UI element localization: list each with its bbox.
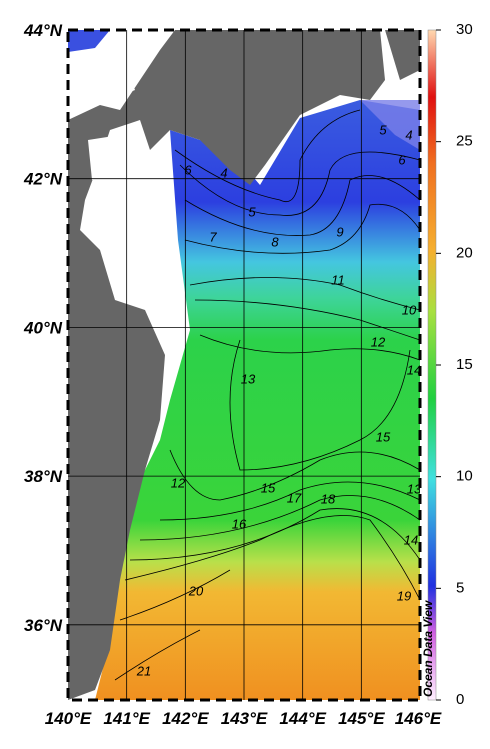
contour-label: 4	[405, 127, 412, 142]
contour-label: 8	[271, 234, 279, 249]
contour-label: 14	[404, 532, 418, 547]
colorbar-tick-label: 20	[456, 244, 473, 261]
colorbar-tick-label: 10	[456, 468, 473, 485]
contour-label: 6	[184, 162, 192, 177]
credit: Ocean Data View	[421, 600, 435, 697]
contour-label: 11	[331, 272, 345, 287]
temperature-field	[68, 30, 110, 52]
contour-label: 18	[321, 491, 336, 506]
contour-label: 20	[188, 583, 204, 598]
contour-label: 21	[136, 663, 151, 678]
axis-labels: 44°N 42°N 40°N 38°N 36°N 140°E 141°E 142°E 143°E…	[23, 21, 473, 728]
contour-label: 7	[209, 229, 217, 244]
contour-label: 16	[232, 516, 247, 531]
colorbar-tick-label: 30	[456, 21, 473, 38]
grid	[68, 30, 420, 700]
lon-label: 140°E	[45, 709, 92, 728]
lat-label: 44°N	[23, 21, 63, 40]
contour-label: 14	[407, 362, 421, 377]
contour-label: 5	[248, 204, 256, 219]
lon-label: 143°E	[221, 709, 268, 728]
contour-label: 17	[287, 490, 302, 505]
colorbar	[427, 29, 437, 701]
contour-label: 9	[336, 224, 343, 239]
land-gap	[100, 65, 135, 100]
contour-label: 12	[171, 475, 186, 490]
lat-label: 38°N	[24, 467, 63, 486]
land	[68, 30, 385, 700]
frame	[66, 28, 422, 702]
contour-label: 6	[398, 152, 406, 167]
contour-label: 12	[371, 334, 386, 349]
lat-label: 40°N	[23, 318, 63, 337]
contour-label: 13	[241, 371, 256, 386]
lon-label: 142°E	[162, 709, 209, 728]
land-gap	[88, 135, 125, 260]
temperature-field	[360, 100, 420, 150]
lon-label: 146°E	[395, 709, 442, 728]
lon-label: 145°E	[338, 709, 385, 728]
contour-label: 10	[402, 302, 417, 317]
colorbar-tick-label: 0	[456, 691, 464, 708]
lon-label: 144°E	[279, 709, 326, 728]
contour-label: 19	[397, 588, 411, 603]
colorbar-tick-label: 25	[456, 133, 473, 150]
temperature-field	[95, 100, 420, 700]
contour-label: 15	[261, 480, 276, 495]
lat-label: 36°N	[24, 616, 63, 635]
contour-label: 13	[407, 481, 422, 496]
contour-label: 4	[220, 165, 227, 180]
colorbar-tick-label: 5	[456, 579, 464, 596]
lat-label: 42°N	[23, 170, 63, 189]
contour-label: 15	[376, 429, 391, 444]
land	[385, 30, 420, 80]
contour-label: 5	[379, 122, 387, 137]
lon-label: 141°E	[103, 709, 150, 728]
colorbar-tick-label: 15	[456, 356, 473, 373]
